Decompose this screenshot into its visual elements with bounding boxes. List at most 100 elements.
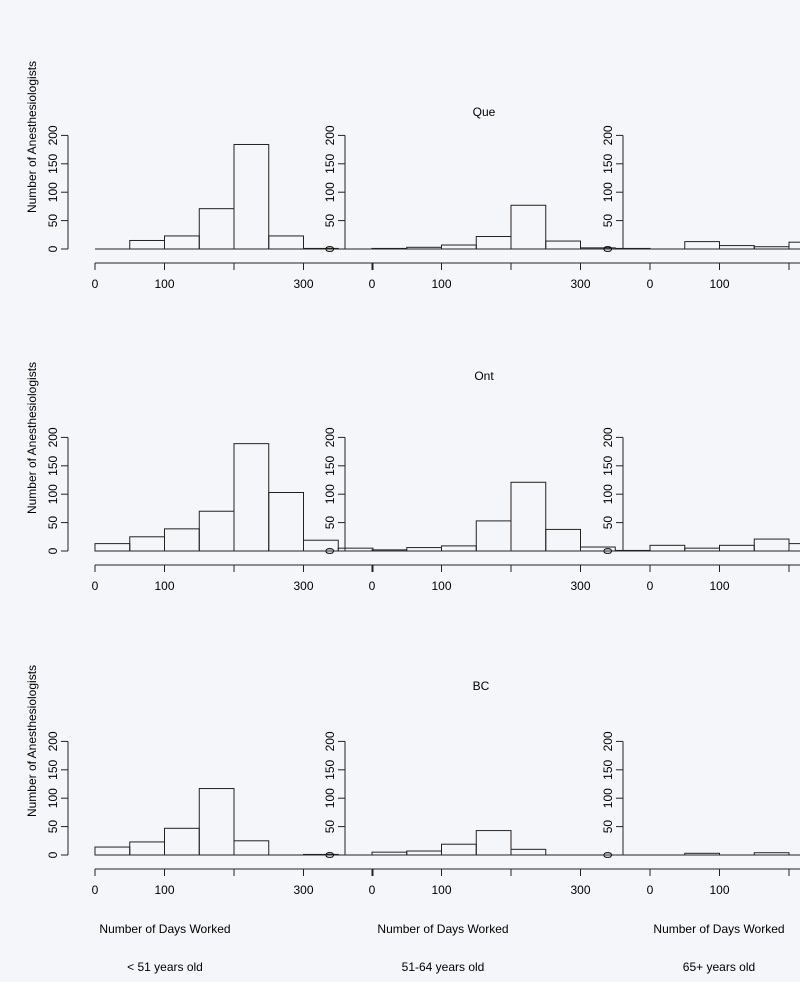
x-tick-label: 100 — [431, 883, 451, 897]
histogram-bar — [94, 543, 131, 552]
x-tick-label: 100 — [431, 277, 451, 291]
histogram-bar — [545, 528, 581, 552]
ylabel-row-2: Number of Anesthesiologists — [25, 362, 39, 514]
histogram-bar — [719, 544, 755, 552]
histogram-bar — [719, 245, 755, 250]
y-tick-label: 150 — [601, 759, 615, 779]
xlabel-col-2: Number of Days Worked — [377, 922, 508, 936]
y-tick-label: 200 — [601, 427, 615, 447]
y-tick-label: 0 — [46, 547, 60, 554]
ylabel-row-1: Number of Anesthesiologists — [25, 61, 39, 213]
x-tick-label: 0 — [369, 277, 376, 291]
histogram-bar — [406, 850, 442, 856]
histogram-bar — [510, 848, 547, 856]
x-tick-label: 0 — [369, 883, 376, 897]
row-label-que: Que — [473, 105, 496, 119]
y-tick-label: 150 — [601, 455, 615, 475]
histogram-bar — [475, 830, 512, 856]
histogram-bar — [198, 788, 235, 856]
y-tick-label: 0 — [323, 547, 337, 554]
y-tick-label: 150 — [323, 153, 337, 173]
x-tick-label: 0 — [647, 277, 654, 291]
y-tick-label: 0 — [323, 851, 337, 858]
histogram-bar — [233, 443, 270, 552]
histogram-bar — [164, 528, 200, 552]
y-tick-label: 150 — [323, 455, 337, 475]
y-tick-label: 200 — [601, 731, 615, 751]
histogram-bar — [406, 547, 442, 552]
histogram-bar — [233, 840, 270, 856]
y-tick-label: 200 — [323, 731, 337, 751]
x-tick-label: 0 — [369, 579, 376, 593]
histogram-bar — [268, 491, 304, 552]
x-tick-label: 0 — [92, 883, 99, 897]
panel-ont-51-64-years-old: 0 50 100 150 200 0 100 300 — [323, 427, 651, 593]
y-tick-label: 100 — [46, 788, 60, 808]
histogram-bar — [198, 510, 235, 552]
y-tick-label: 0 — [46, 851, 60, 858]
y-tick-label: 50 — [46, 820, 60, 834]
y-tick-label: 100 — [323, 788, 337, 808]
x-tick-label: 300 — [293, 883, 313, 897]
y-tick-label: 150 — [323, 759, 337, 779]
histogram-bar — [788, 543, 800, 552]
y-tick-label: 50 — [601, 214, 615, 228]
panel-ont-51-years-old: 0 50 100 150 200 0 100 300 — [46, 427, 374, 593]
panel-bc-51-years-old: 0 50 100 150 200 0 100 300 — [46, 731, 374, 897]
y-tick-label: 200 — [323, 427, 337, 447]
histogram-bar — [475, 520, 512, 552]
histogram-bar — [233, 143, 270, 250]
histogram-bar — [684, 241, 720, 250]
column-title-under-51: < 51 years old — [127, 960, 203, 974]
histogram-bar — [753, 852, 790, 856]
histogram-bar — [545, 240, 581, 250]
column-title-51-64: 51-64 years old — [402, 960, 485, 974]
histogram-bar — [129, 536, 165, 552]
x-tick-label: 100 — [709, 883, 729, 897]
y-tick-label: 50 — [601, 516, 615, 530]
y-tick-label: 50 — [323, 214, 337, 228]
y-tick-label: 200 — [46, 731, 60, 751]
xlabel-col-1: Number of Days Worked — [99, 922, 230, 936]
y-tick-label: 200 — [46, 427, 60, 447]
histogram-bar — [475, 236, 512, 250]
y-tick-label: 50 — [323, 516, 337, 530]
x-tick-label: 100 — [154, 579, 174, 593]
histogram-bar — [684, 852, 720, 856]
histogram-bar — [371, 549, 408, 552]
histogram-bar — [649, 544, 686, 552]
x-tick-label: 300 — [570, 277, 590, 291]
y-tick-label: 50 — [46, 214, 60, 228]
ylabel-row-3: Number of Anesthesiologists — [25, 665, 39, 817]
y-tick-label: 100 — [601, 182, 615, 202]
histogram-bar — [371, 851, 408, 856]
xlabel-col-3: Number of Days Worked — [653, 922, 784, 936]
histogram-bar — [164, 827, 200, 856]
histogram-bar — [268, 235, 304, 250]
y-tick-label: 150 — [46, 153, 60, 173]
panel-que-51-years-old: 0 50 100 150 200 0 100 300 — [46, 125, 374, 291]
histogram-bar — [788, 241, 800, 250]
x-tick-label: 100 — [709, 277, 729, 291]
histogram-bar — [441, 244, 477, 250]
histogram-bar — [510, 204, 547, 250]
panel-bc-51-64-years-old: 0 50 100 150 200 0 100 300 — [323, 731, 651, 897]
x-tick-label: 100 — [709, 579, 729, 593]
histogram-bar — [441, 843, 477, 856]
y-tick-label: 0 — [46, 245, 60, 252]
histogram-bar — [129, 239, 165, 250]
x-tick-label: 100 — [154, 277, 174, 291]
x-tick-label: 0 — [647, 579, 654, 593]
y-tick-label: 150 — [601, 153, 615, 173]
histogram-bar — [94, 846, 131, 856]
y-tick-label: 100 — [46, 484, 60, 504]
x-tick-label: 0 — [92, 277, 99, 291]
y-tick-label: 200 — [601, 125, 615, 145]
y-tick-label: 200 — [46, 125, 60, 145]
y-tick-label: 200 — [323, 125, 337, 145]
x-tick-label: 300 — [570, 579, 590, 593]
panel-que-51-64-years-old: 0 50 100 150 200 0 100 300 — [323, 125, 651, 291]
y-tick-label: 50 — [323, 820, 337, 834]
